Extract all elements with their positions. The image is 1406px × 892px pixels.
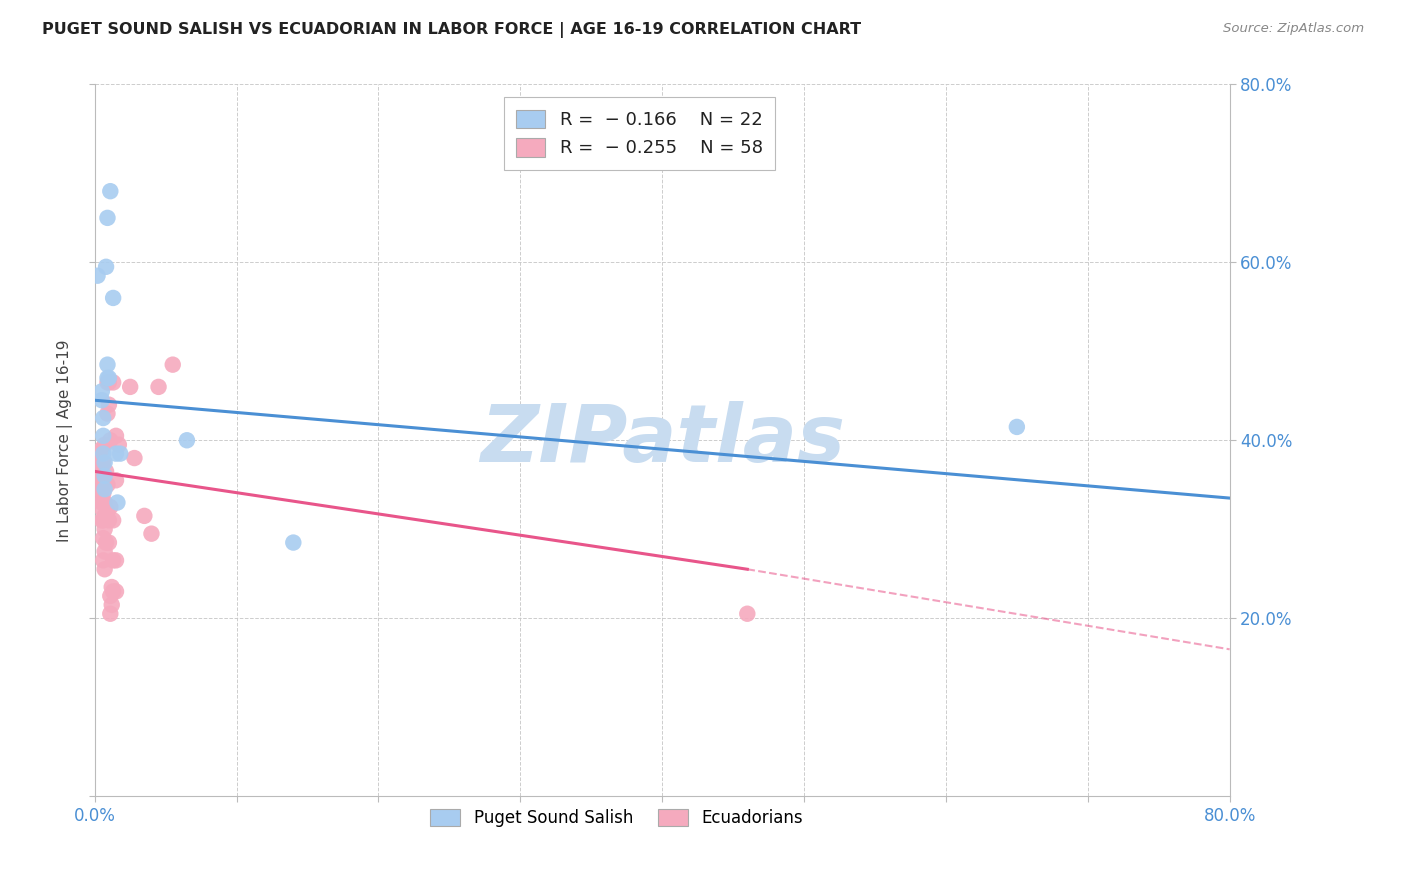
Point [100, 598, 122, 612]
Point [110, 447, 132, 461]
Point [93, 508, 115, 523]
Point [148, 380, 170, 394]
Point [91, 456, 114, 470]
Point [90, 482, 112, 496]
Point [283, 535, 305, 549]
Point [93, 456, 115, 470]
Point [737, 607, 759, 621]
Point [98, 184, 121, 198]
Point [134, 508, 156, 523]
Point [96, 376, 118, 390]
Point [162, 358, 184, 372]
Point [97, 376, 120, 390]
Point [101, 513, 124, 527]
Point [120, 380, 142, 394]
Point [91, 486, 114, 500]
Point [87, 482, 110, 496]
Point [96, 477, 118, 491]
Point [90, 442, 112, 457]
Point [93, 562, 115, 576]
Point [98, 500, 121, 514]
Point [93, 482, 115, 496]
Legend: Puget Sound Salish, Ecuadorians: Puget Sound Salish, Ecuadorians [423, 803, 810, 834]
Point [93, 468, 115, 483]
Point [104, 429, 127, 443]
Point [90, 468, 112, 483]
Point [93, 438, 115, 452]
Point [104, 447, 127, 461]
Point [89, 473, 111, 487]
Point [96, 358, 118, 372]
Point [91, 447, 114, 461]
Point [90, 513, 112, 527]
Point [93, 495, 115, 509]
Point [91, 473, 114, 487]
Point [93, 544, 115, 558]
Point [91, 513, 114, 527]
Point [91, 411, 114, 425]
Point [93, 522, 115, 536]
Point [94, 508, 117, 523]
Point [89, 486, 111, 500]
Point [141, 526, 163, 541]
Point [94, 535, 117, 549]
Point [176, 434, 198, 448]
Point [86, 268, 108, 283]
Point [89, 456, 111, 470]
Point [101, 584, 124, 599]
Point [90, 456, 112, 470]
Point [87, 447, 110, 461]
Point [124, 451, 146, 466]
Point [97, 398, 120, 412]
Point [96, 504, 118, 518]
Y-axis label: In Labor Force | Age 16-19: In Labor Force | Age 16-19 [58, 339, 73, 541]
Point [96, 407, 118, 421]
Text: PUGET SOUND SALISH VS ECUADORIAN IN LABOR FORCE | AGE 16-19 CORRELATION CHART: PUGET SOUND SALISH VS ECUADORIAN IN LABO… [42, 22, 862, 38]
Point [108, 438, 131, 452]
Point [90, 393, 112, 408]
Text: ZIPatlas: ZIPatlas [479, 401, 845, 479]
Point [90, 384, 112, 399]
Point [1005, 420, 1028, 434]
Point [98, 607, 121, 621]
Point [107, 495, 129, 509]
Point [97, 513, 120, 527]
Point [100, 580, 122, 594]
Point [104, 584, 127, 599]
Point [104, 473, 127, 487]
Point [97, 371, 120, 385]
Point [87, 468, 110, 483]
Point [96, 211, 118, 225]
Point [91, 553, 114, 567]
Point [101, 553, 124, 567]
Point [90, 495, 112, 509]
Point [91, 531, 114, 545]
Point [91, 429, 114, 443]
Point [101, 376, 124, 390]
Point [98, 434, 121, 448]
Point [101, 291, 124, 305]
Text: Source: ZipAtlas.com: Source: ZipAtlas.com [1223, 22, 1364, 36]
Point [104, 553, 127, 567]
Point [89, 500, 111, 514]
Point [94, 464, 117, 478]
Point [94, 260, 117, 274]
Point [97, 535, 120, 549]
Point [98, 589, 121, 603]
Point [96, 371, 118, 385]
